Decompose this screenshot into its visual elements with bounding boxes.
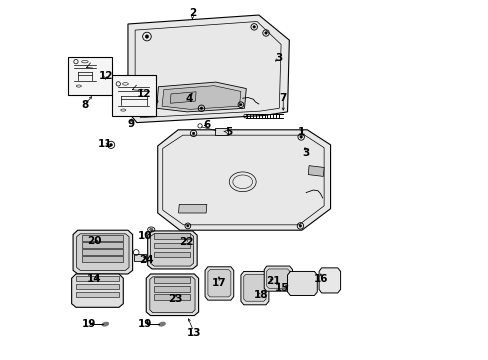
Circle shape xyxy=(252,26,255,28)
FancyBboxPatch shape xyxy=(82,242,122,248)
Text: 21: 21 xyxy=(265,276,280,286)
Polygon shape xyxy=(170,92,196,103)
FancyBboxPatch shape xyxy=(76,292,119,297)
Text: 7: 7 xyxy=(279,93,286,103)
Text: 12: 12 xyxy=(98,71,113,81)
Ellipse shape xyxy=(158,322,165,327)
Text: 4: 4 xyxy=(185,94,192,104)
Polygon shape xyxy=(287,271,317,296)
Polygon shape xyxy=(150,234,193,266)
FancyBboxPatch shape xyxy=(153,277,190,283)
FancyBboxPatch shape xyxy=(215,128,227,135)
Polygon shape xyxy=(178,204,206,213)
Text: 13: 13 xyxy=(186,328,201,338)
FancyBboxPatch shape xyxy=(153,252,190,257)
FancyBboxPatch shape xyxy=(76,284,119,289)
FancyBboxPatch shape xyxy=(153,233,190,239)
Polygon shape xyxy=(266,269,289,288)
Text: 11: 11 xyxy=(97,139,112,149)
Circle shape xyxy=(186,225,188,227)
FancyBboxPatch shape xyxy=(112,75,155,116)
Circle shape xyxy=(192,132,195,135)
FancyBboxPatch shape xyxy=(68,57,112,95)
Text: 17: 17 xyxy=(212,278,226,288)
Text: 24: 24 xyxy=(139,255,153,265)
Circle shape xyxy=(109,143,112,146)
Polygon shape xyxy=(156,82,246,112)
Circle shape xyxy=(145,35,148,38)
Circle shape xyxy=(239,104,242,106)
Text: 20: 20 xyxy=(87,236,102,246)
Text: 9: 9 xyxy=(128,120,135,129)
Text: 16: 16 xyxy=(313,274,328,284)
Polygon shape xyxy=(149,277,195,313)
Text: 1: 1 xyxy=(298,127,305,136)
Polygon shape xyxy=(207,270,230,297)
Text: 22: 22 xyxy=(179,237,193,247)
Polygon shape xyxy=(128,15,289,123)
Text: 15: 15 xyxy=(274,283,289,293)
Text: 8: 8 xyxy=(81,100,88,110)
Polygon shape xyxy=(319,268,340,293)
Text: 23: 23 xyxy=(168,294,183,304)
Text: 18: 18 xyxy=(254,291,268,301)
Circle shape xyxy=(299,225,301,227)
Circle shape xyxy=(200,107,203,109)
Polygon shape xyxy=(147,231,197,269)
Ellipse shape xyxy=(102,322,109,327)
Text: 3: 3 xyxy=(274,53,282,63)
FancyBboxPatch shape xyxy=(153,243,190,248)
Polygon shape xyxy=(308,166,324,176)
Polygon shape xyxy=(264,266,292,291)
Polygon shape xyxy=(244,274,265,301)
Text: 3: 3 xyxy=(301,148,308,158)
Text: 19: 19 xyxy=(137,319,152,329)
Text: 2: 2 xyxy=(188,8,196,18)
FancyBboxPatch shape xyxy=(153,294,190,300)
FancyBboxPatch shape xyxy=(76,276,119,281)
Polygon shape xyxy=(162,86,241,109)
Circle shape xyxy=(264,32,267,34)
Ellipse shape xyxy=(149,228,153,231)
Text: 19: 19 xyxy=(81,319,96,329)
Polygon shape xyxy=(204,267,233,300)
Text: 10: 10 xyxy=(138,231,152,240)
FancyBboxPatch shape xyxy=(153,286,190,292)
Polygon shape xyxy=(158,130,330,230)
Text: 14: 14 xyxy=(86,274,101,284)
Circle shape xyxy=(299,136,302,138)
Polygon shape xyxy=(72,274,123,307)
Text: 12: 12 xyxy=(137,89,151,99)
Text: 5: 5 xyxy=(224,127,231,136)
Polygon shape xyxy=(77,234,129,270)
Text: 6: 6 xyxy=(203,121,210,130)
FancyBboxPatch shape xyxy=(133,254,145,261)
Polygon shape xyxy=(146,274,198,316)
FancyBboxPatch shape xyxy=(82,235,122,240)
Polygon shape xyxy=(241,271,268,305)
Polygon shape xyxy=(73,230,132,274)
FancyBboxPatch shape xyxy=(82,256,122,262)
FancyBboxPatch shape xyxy=(82,249,122,255)
